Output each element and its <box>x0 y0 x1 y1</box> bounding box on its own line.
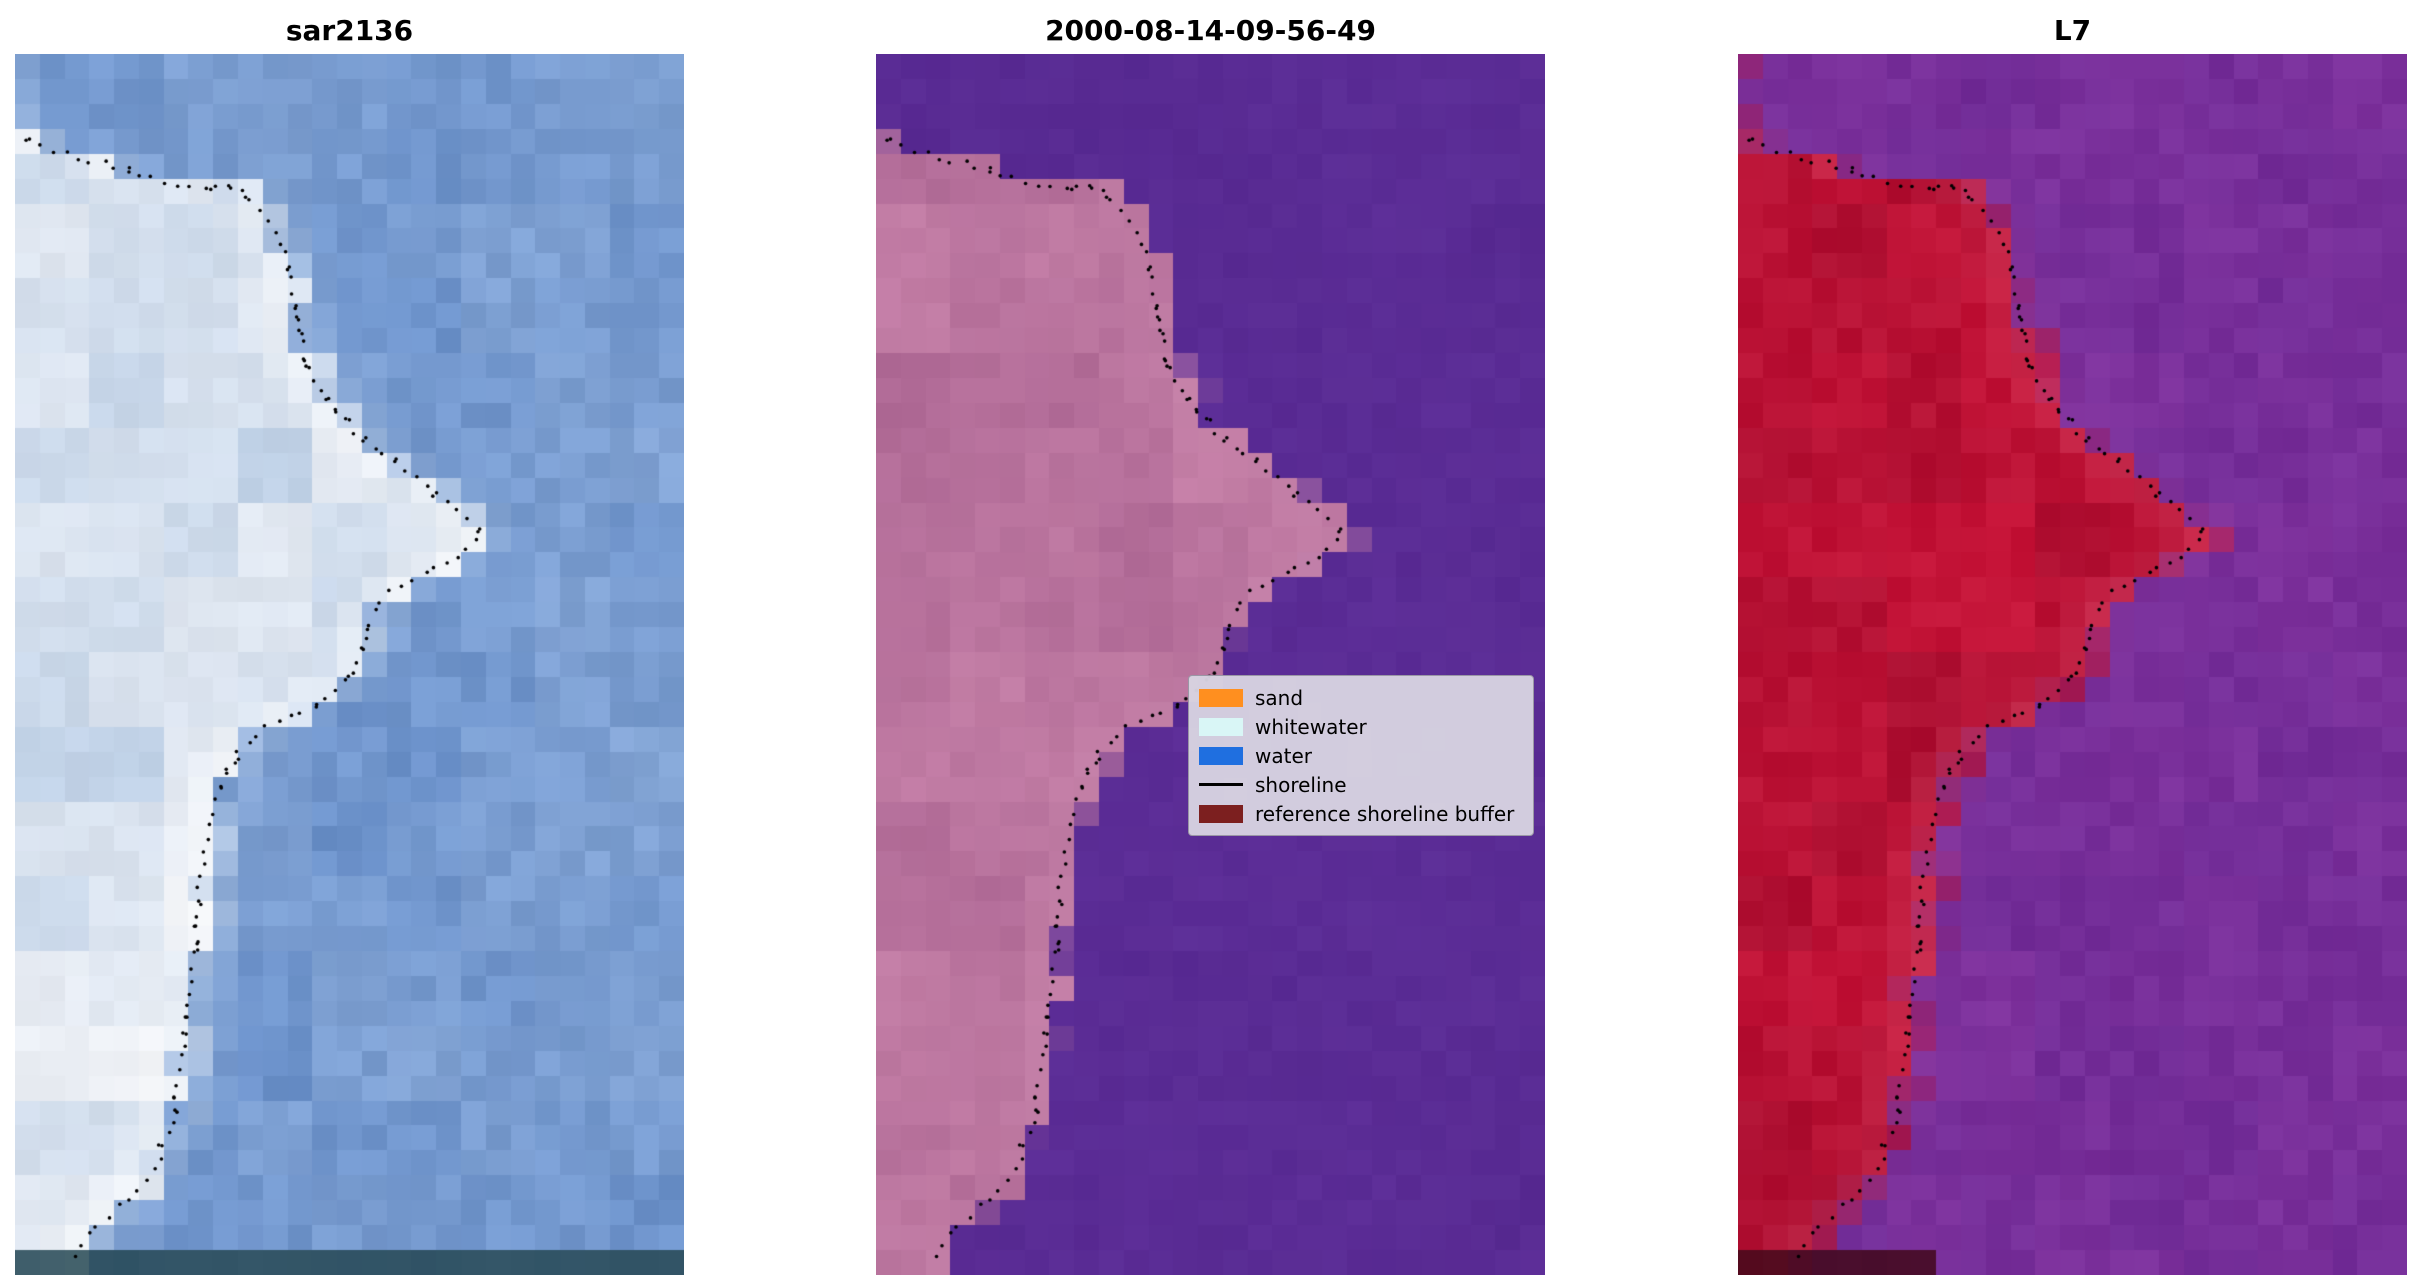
legend-label: sand <box>1255 685 1304 710</box>
panel-title-sar2136: sar2136 <box>285 14 414 47</box>
sar-image-canvas <box>15 54 684 1275</box>
legend-label: reference shoreline buffer <box>1255 801 1515 826</box>
l7-image-wrap <box>1738 54 2407 1275</box>
panel-sar2136: sar2136 <box>15 8 684 1275</box>
reference-shoreline-buffer-color-swatch <box>1199 804 1243 823</box>
classified-image-wrap: sand whitewater water shoreline reference sh… <box>876 54 1545 1275</box>
whitewater-color-swatch <box>1199 717 1243 736</box>
legend-item-water: water <box>1199 741 1523 770</box>
legend-label: water <box>1255 743 1312 768</box>
legend-item-reference-shoreline-buffer: reference shoreline buffer <box>1199 799 1523 828</box>
panel-title-l7: L7 <box>2053 14 2092 47</box>
sar-image-wrap <box>15 54 684 1275</box>
water-color-swatch <box>1199 746 1243 765</box>
legend-item-sand: sand <box>1199 683 1523 712</box>
legend-label: shoreline <box>1255 772 1347 797</box>
legend-label: whitewater <box>1255 714 1367 739</box>
panel-classified: 2000-08-14-09-56-49 sand whitewater water s… <box>876 8 1545 1275</box>
sand-color-swatch <box>1199 688 1243 707</box>
legend: sand whitewater water shoreline reference sh… <box>1188 675 1534 836</box>
shoreline-line-swatch <box>1199 783 1243 786</box>
l7-image-canvas <box>1738 54 2407 1275</box>
panel-l7: L7 <box>1738 8 2407 1275</box>
panel-title-classified: 2000-08-14-09-56-49 <box>1045 14 1376 47</box>
legend-item-whitewater: whitewater <box>1199 712 1523 741</box>
legend-item-shoreline: shoreline <box>1199 770 1523 799</box>
classified-image-canvas <box>876 54 1545 1275</box>
